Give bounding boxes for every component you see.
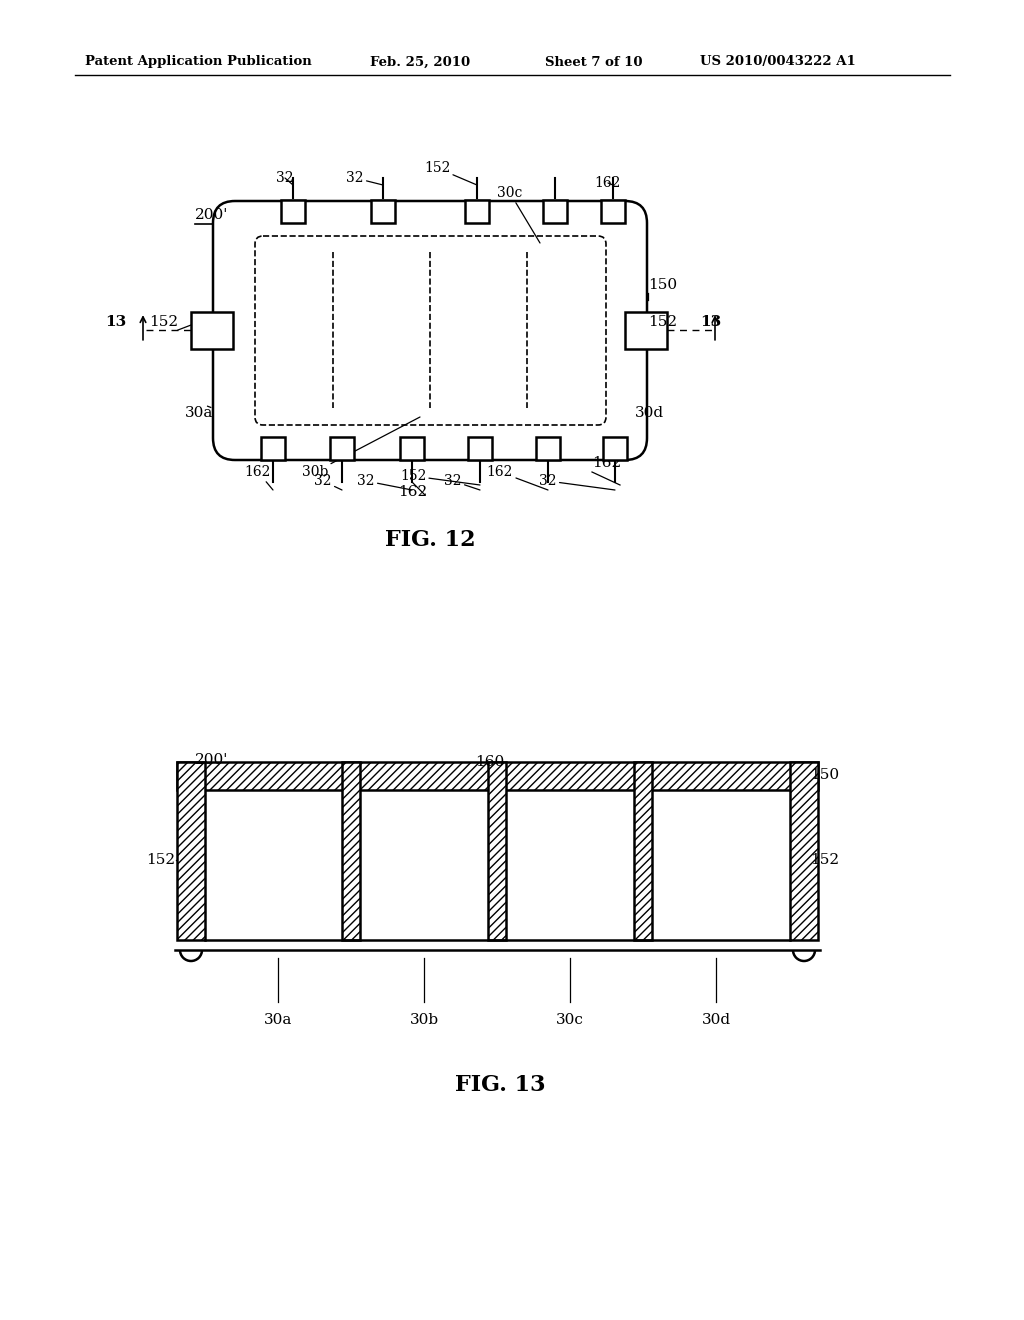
Text: 162: 162 [592,455,622,470]
Bar [330,437,354,459]
Text: 30b: 30b [302,417,420,479]
Bar [625,312,667,348]
Text: 162: 162 [398,484,428,499]
Bar [468,437,492,459]
Text: 152: 152 [424,161,477,185]
Text: US 2010/0043222 A1: US 2010/0043222 A1 [700,55,856,69]
Bar [177,762,818,789]
Text: Sheet 7 of 10: Sheet 7 of 10 [545,55,642,69]
Text: 160: 160 [475,755,505,770]
Text: Feb. 25, 2010: Feb. 25, 2010 [370,55,470,69]
FancyBboxPatch shape [213,201,647,459]
Text: 200': 200' [195,752,228,767]
Text: 152: 152 [648,315,677,329]
Bar [536,437,560,459]
Bar [603,437,627,459]
Bar [400,437,424,459]
Bar [634,762,652,940]
Text: 30c: 30c [556,1012,584,1027]
Bar [371,201,395,223]
Text: 162: 162 [595,176,622,190]
Text: 150: 150 [648,279,677,292]
Bar [601,201,625,223]
Text: 162: 162 [486,465,548,490]
Text: 32: 32 [276,172,294,185]
Text: Patent Application Publication: Patent Application Publication [85,55,311,69]
Text: 13: 13 [700,315,721,329]
Text: 13: 13 [104,315,126,329]
Text: 32: 32 [314,474,342,490]
Text: FIG. 12: FIG. 12 [385,529,475,550]
Bar [281,201,305,223]
Bar [543,201,567,223]
Bar [261,437,285,459]
Text: 162: 162 [245,465,273,490]
Text: 30a: 30a [264,1012,292,1027]
Bar [342,762,360,940]
Text: 200': 200' [195,209,228,222]
Bar [790,762,818,940]
Text: 150: 150 [810,768,839,781]
Text: 32: 32 [540,474,615,490]
Text: 152: 152 [399,469,480,484]
Bar [465,201,489,223]
Text: 152: 152 [145,853,175,867]
Text: 32: 32 [357,474,412,490]
Text: 152: 152 [148,315,178,329]
Bar [191,312,233,348]
Bar [177,762,205,940]
Text: 30d: 30d [701,1012,730,1027]
Text: 30b: 30b [410,1012,438,1027]
Text: FIG. 13: FIG. 13 [455,1074,545,1096]
Text: 152: 152 [810,853,839,867]
Bar [488,762,506,940]
Text: 30c: 30c [498,186,540,243]
Text: 32: 32 [444,474,480,490]
Text: 32: 32 [346,172,383,185]
Text: 30d: 30d [635,407,665,420]
Text: 30a: 30a [185,407,213,420]
